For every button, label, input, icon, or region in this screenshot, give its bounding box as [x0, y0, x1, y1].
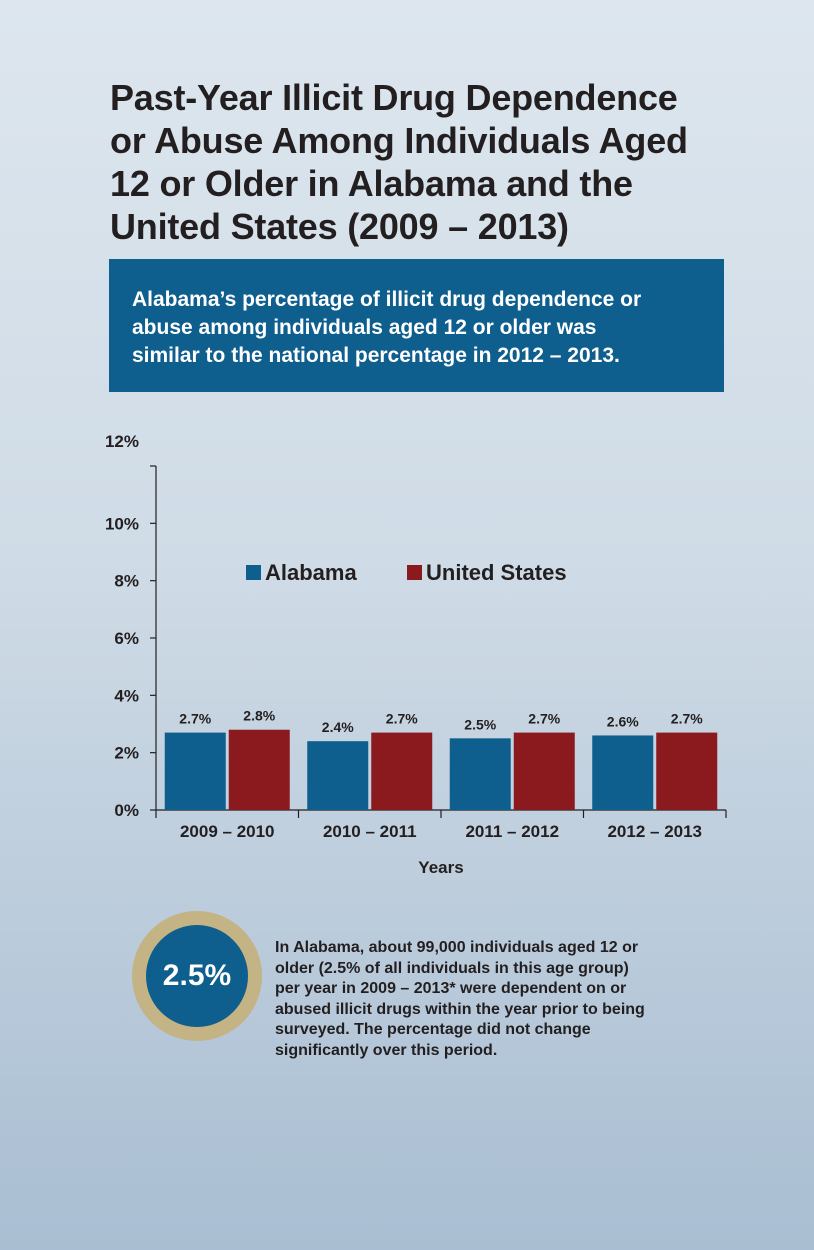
x-tick-label: 2009 – 2010 — [180, 822, 275, 841]
callout-line: Alabama’s percentage of illicit drug dep… — [132, 288, 642, 311]
data-label: 2.7% — [528, 711, 560, 727]
legend-label: Alabama — [265, 560, 357, 585]
bar-united-states — [656, 732, 718, 810]
legend-swatch — [407, 565, 422, 580]
title-line: or Abuse Among Individuals Aged — [110, 120, 688, 161]
summary-text: In Alabama, about 99,000 individuals age… — [275, 938, 745, 1062]
bar-alabama — [449, 738, 511, 810]
bar-alabama — [307, 741, 369, 810]
bar-united-states — [513, 732, 575, 810]
data-label: 2.8% — [243, 708, 275, 724]
y-tick-label: 6% — [114, 629, 139, 648]
summary-line: older (2.5% of all individuals in this a… — [275, 959, 629, 977]
callout-line: similar to the national percentage in 20… — [132, 344, 620, 367]
y-tick-label: 8% — [114, 572, 139, 591]
bar-united-states — [228, 729, 290, 810]
summary-line: abused illicit drugs within the year pri… — [275, 1000, 645, 1018]
bar-alabama — [164, 732, 226, 810]
callout-line: abuse among individuals aged 12 or older… — [132, 316, 597, 339]
y-tick-label: 12% — [105, 432, 139, 451]
data-label: 2.5% — [464, 716, 496, 732]
stat-badge-value: 2.5% — [146, 925, 248, 1027]
x-axis-label: Years — [418, 858, 463, 877]
summary-line: significantly over this period. — [275, 1041, 498, 1059]
y-tick-label: 4% — [114, 686, 139, 705]
page-title: Past-Year Illicit Drug Dependence or Abu… — [110, 76, 750, 248]
bar-united-states — [371, 732, 433, 810]
y-tick-label: 2% — [114, 744, 139, 763]
legend-label: United States — [426, 560, 567, 585]
title-line: Past-Year Illicit Drug Dependence — [110, 77, 678, 118]
legend-swatch — [246, 565, 261, 580]
data-label: 2.4% — [322, 719, 354, 735]
bar-alabama — [592, 735, 654, 810]
key-finding-callout: Alabama’s percentage of illicit drug dep… — [109, 259, 724, 392]
y-tick-label: 0% — [114, 801, 139, 820]
x-tick-label: 2011 – 2012 — [465, 822, 559, 841]
summary-line: In Alabama, about 99,000 individuals age… — [275, 939, 639, 956]
stat-badge: 2.5% — [132, 911, 262, 1041]
data-label: 2.7% — [386, 711, 418, 727]
title-line: United States (2009 – 2013) — [110, 206, 569, 247]
summary-line: surveyed. The percentage did not change — [275, 1021, 591, 1039]
title-line: 12 or Older in Alabama and the — [110, 163, 633, 204]
y-tick-label: 10% — [105, 514, 139, 533]
data-label: 2.7% — [671, 711, 703, 727]
x-tick-label: 2012 – 2013 — [607, 822, 702, 841]
bar-chart: 0% 2% 4% 6% 8% 10% 12% 2.7% 2.8% 2009 – 2010 2.4% 2… — [105, 432, 727, 877]
data-label: 2.7% — [179, 711, 211, 727]
summary-line: per year in 2009 – 2013* were dependent … — [275, 980, 627, 998]
data-label: 2.6% — [607, 713, 639, 729]
x-tick-label: 2010 – 2011 — [323, 822, 417, 841]
